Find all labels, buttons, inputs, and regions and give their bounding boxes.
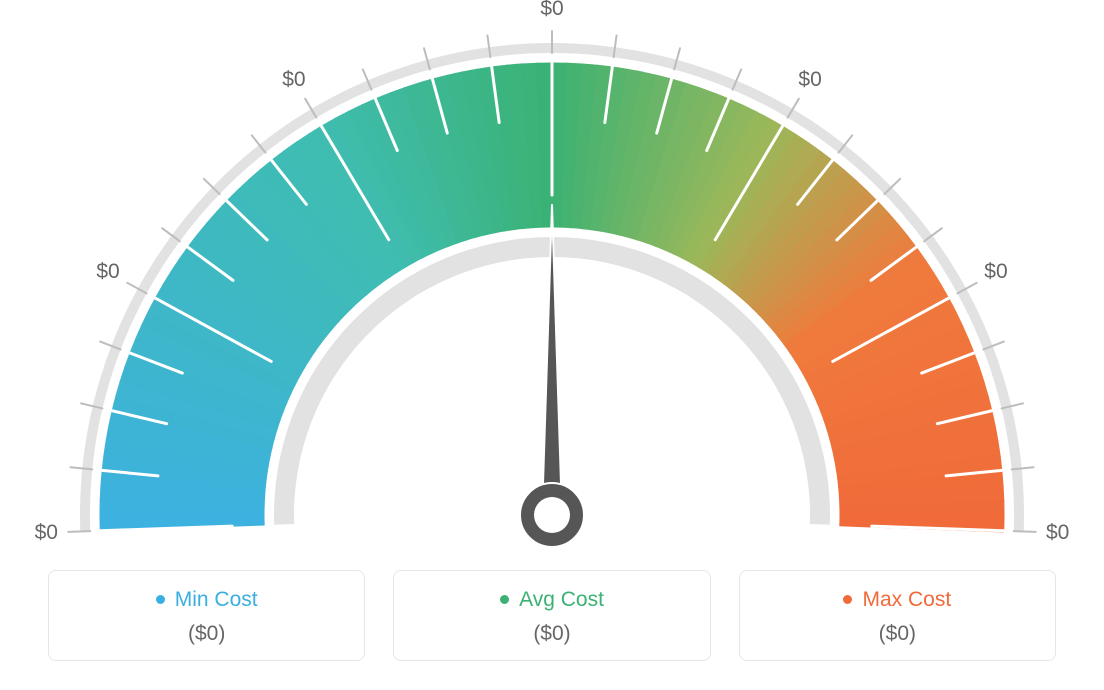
gauge-area: $0 $0 $0 $0 $0 $0 $0 [0,0,1104,555]
gauge-scale-label: $0 [984,260,1007,284]
legend-label-min: Min Cost [175,587,258,612]
gauge-scale-label: $0 [798,68,821,92]
gauge-scale-label: $0 [1046,521,1069,545]
legend-value-max: ($0) [750,622,1045,646]
legend-card-min: Min Cost ($0) [48,570,365,661]
gauge-scale-label: $0 [35,521,58,545]
legend-dot-max [843,595,852,604]
legend-value-avg: ($0) [404,622,699,646]
gauge-cost-chart: $0 $0 $0 $0 $0 $0 $0 Min Cost ($0) Avg Cost ($… [0,0,1104,690]
legend-row: Min Cost ($0) Avg Cost ($0) Max Cost ($0… [48,570,1056,661]
legend-label-avg: Avg Cost [519,587,604,612]
gauge-svg [0,0,1104,555]
legend-card-avg: Avg Cost ($0) [393,570,710,661]
gauge-scale-label: $0 [96,260,119,284]
legend-dot-avg [500,595,509,604]
gauge-scale-label: $0 [540,0,563,21]
legend-label-max: Max Cost [862,587,951,612]
legend-card-max: Max Cost ($0) [739,570,1056,661]
legend-dot-min [156,595,165,604]
gauge-scale-label: $0 [282,68,305,92]
legend-value-min: ($0) [59,622,354,646]
